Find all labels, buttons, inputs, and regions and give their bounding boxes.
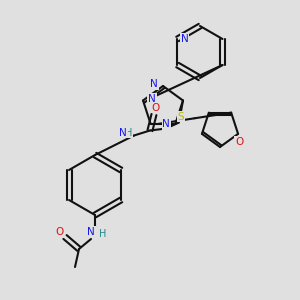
Text: O: O bbox=[235, 137, 243, 147]
Text: S: S bbox=[178, 112, 184, 122]
Text: N: N bbox=[163, 119, 170, 129]
Text: N: N bbox=[87, 227, 95, 237]
Text: O: O bbox=[56, 227, 64, 237]
Text: N: N bbox=[119, 128, 127, 137]
Text: H: H bbox=[99, 229, 107, 239]
Text: N: N bbox=[181, 34, 188, 44]
Text: N: N bbox=[148, 94, 156, 103]
Text: H: H bbox=[125, 128, 133, 137]
Text: N: N bbox=[150, 79, 158, 89]
Text: O: O bbox=[152, 103, 160, 112]
